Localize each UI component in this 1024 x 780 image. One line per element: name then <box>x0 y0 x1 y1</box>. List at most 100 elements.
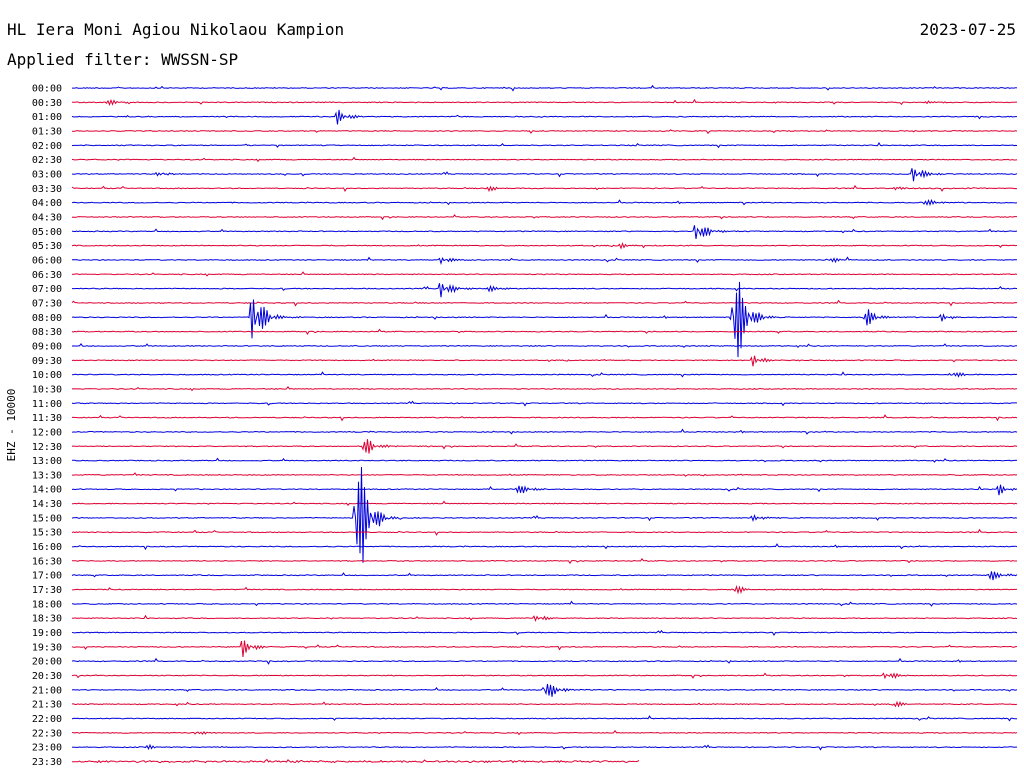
date-label: 2023-07-25 <box>919 20 1016 39</box>
trace-line <box>71 256 1018 266</box>
trace-line <box>71 109 1017 125</box>
row-label: 15:30 <box>32 528 62 539</box>
trace-line <box>71 198 1018 206</box>
trace-line <box>72 457 1018 463</box>
row-label: 20:30 <box>32 671 62 682</box>
trace-line <box>72 84 1018 92</box>
trace-line <box>71 614 1018 622</box>
trace-line <box>71 672 1018 680</box>
row-label: 20:00 <box>32 657 62 668</box>
row-label: 22:00 <box>32 714 62 725</box>
row-label: 18:00 <box>32 599 62 610</box>
trace-line <box>71 98 1017 107</box>
trace-line <box>72 729 1018 736</box>
row-label: 22:30 <box>32 728 62 739</box>
row-label: 15:00 <box>32 513 62 524</box>
row-label: 03:00 <box>32 169 62 180</box>
trace-line <box>71 400 1017 407</box>
row-label: 07:00 <box>32 284 62 295</box>
traces <box>71 84 1018 764</box>
trace-line <box>71 600 1018 607</box>
trace-line <box>71 629 1018 636</box>
trace-line <box>71 657 1018 665</box>
trace-line <box>71 683 1018 697</box>
row-label: 18:30 <box>32 614 62 625</box>
row-label: 07:30 <box>32 298 62 309</box>
trace-line <box>71 225 1018 239</box>
trace-line <box>71 385 1018 392</box>
row-label: 21:00 <box>32 685 62 696</box>
row-label: 04:00 <box>32 198 62 209</box>
row-label: 06:00 <box>32 255 62 266</box>
row-label: 11:30 <box>32 413 62 424</box>
row-label: 05:00 <box>32 227 62 238</box>
row-label: 01:30 <box>32 126 62 137</box>
filter-label: Applied filter: WWSSN-SP <box>7 50 239 69</box>
row-label: 17:00 <box>32 571 62 582</box>
row-label: 06:30 <box>32 270 62 281</box>
row-label: 14:30 <box>32 499 62 510</box>
y-axis-label: EHZ - 10000 <box>5 389 18 462</box>
trace-line <box>71 299 1018 307</box>
row-label: 16:00 <box>32 542 62 553</box>
trace-line <box>71 700 1018 708</box>
row-label: 14:00 <box>32 485 62 496</box>
trace-line <box>71 184 1018 193</box>
row-label: 08:30 <box>32 327 62 338</box>
trace-line <box>71 414 1018 422</box>
row-label: 09:00 <box>32 341 62 352</box>
row-label: 02:30 <box>32 155 62 166</box>
trace-line <box>71 466 1018 563</box>
trace-line <box>71 500 1018 506</box>
row-label: 11:00 <box>32 399 62 410</box>
trace-line <box>71 328 1018 335</box>
row-label: 19:00 <box>32 628 62 639</box>
trace-line <box>71 543 1018 551</box>
trace-line <box>71 343 1017 349</box>
row-label: 10:30 <box>32 384 62 395</box>
trace-line <box>71 355 1018 367</box>
trace-line <box>71 484 1018 496</box>
trace-line <box>71 439 1018 454</box>
trace-line <box>71 472 1018 477</box>
trace-line <box>71 142 1018 149</box>
row-label: 04:30 <box>32 212 62 223</box>
trace-line <box>71 584 1018 595</box>
trace-line <box>71 715 1018 722</box>
trace-line <box>71 214 1017 221</box>
row-label: 12:30 <box>32 442 62 453</box>
row-label: 10:00 <box>32 370 62 381</box>
y-axis-label-group: EHZ - 10000 <box>5 389 18 462</box>
trace-line <box>71 640 1017 658</box>
row-label: 21:30 <box>32 700 62 711</box>
row-label: 01:00 <box>32 112 62 123</box>
row-label: 17:30 <box>32 585 62 596</box>
trace-line <box>72 168 1018 182</box>
row-label: 19:30 <box>32 642 62 653</box>
station-title: HL Iera Moni Agiou Nikolaou Kampion <box>7 20 345 39</box>
row-label: 09:30 <box>32 356 62 367</box>
trace-line <box>71 242 1018 250</box>
trace-line <box>71 428 1018 435</box>
row-label: 23:30 <box>32 757 62 768</box>
trace-line <box>71 758 640 764</box>
row-label: 00:00 <box>32 84 62 95</box>
trace-line <box>72 557 1017 565</box>
trace-line <box>71 281 1018 358</box>
trace-line <box>71 571 1018 581</box>
row-label: 12:00 <box>32 427 62 438</box>
row-labels: 00:00 00:30 01:00 01:30 02:00 02:30 03:00 03:30… <box>32 84 62 769</box>
row-label: 16:30 <box>32 556 62 567</box>
trace-line <box>71 371 1018 378</box>
row-label: 00:30 <box>32 98 62 109</box>
row-label: 23:00 <box>32 743 62 754</box>
row-label: 08:00 <box>32 313 62 324</box>
trace-line <box>71 156 1018 163</box>
row-label: 03:30 <box>32 184 62 195</box>
trace-line <box>71 271 1018 277</box>
trace-line <box>71 129 1018 135</box>
row-label: 13:30 <box>32 470 62 481</box>
trace-line <box>71 528 1018 536</box>
row-label: 05:30 <box>32 241 62 252</box>
